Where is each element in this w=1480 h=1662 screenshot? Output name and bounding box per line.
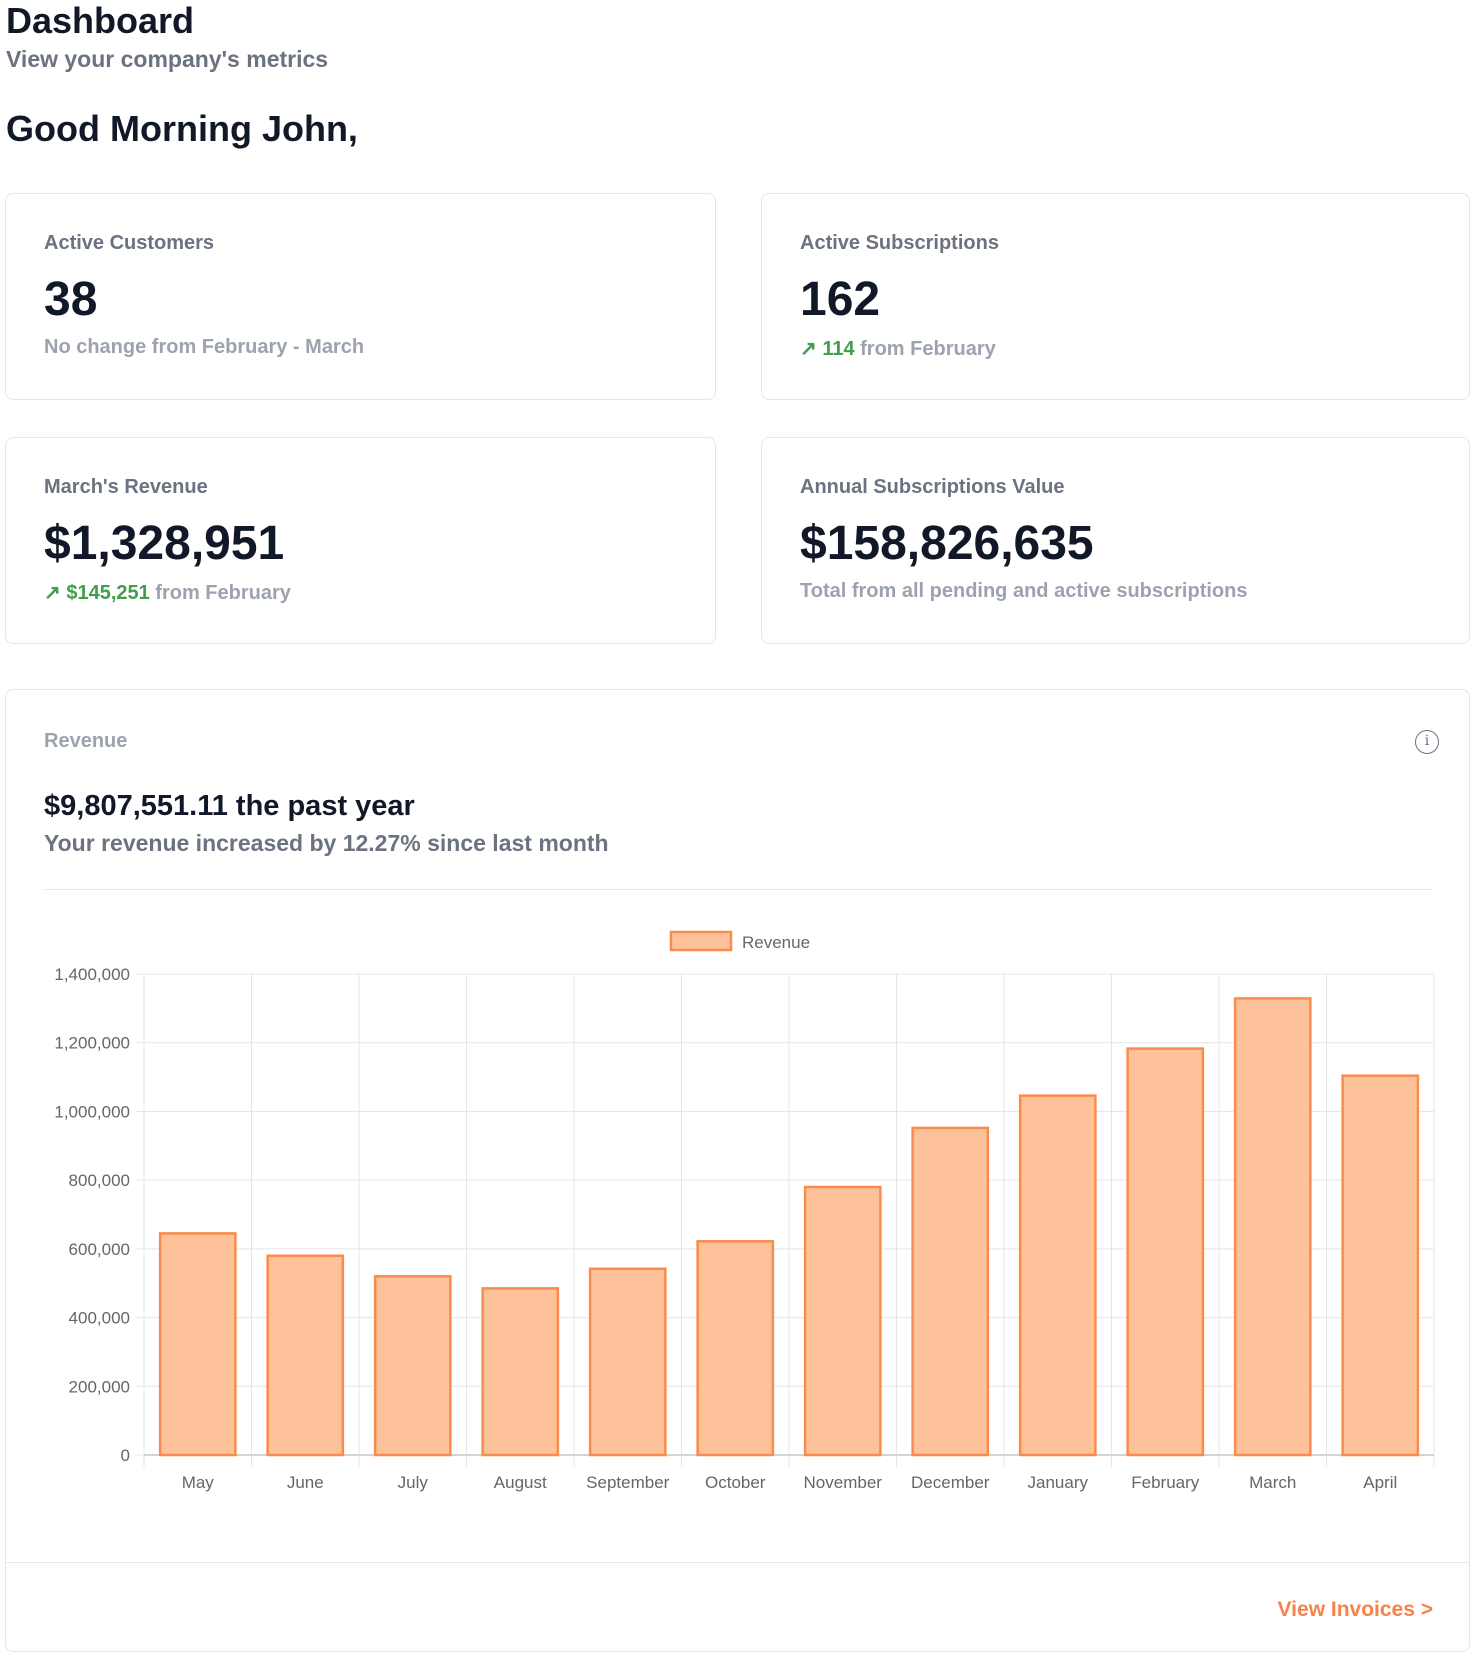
bar-february xyxy=(1126,1047,1205,1457)
trend-up-icon: ↗ xyxy=(44,582,61,604)
x-tick-label: March xyxy=(1249,1473,1296,1492)
greeting: Good Morning John, xyxy=(6,108,358,149)
change-text: Total from all pending and active subscr… xyxy=(800,580,1248,602)
card-label: Active Subscriptions xyxy=(800,232,999,254)
x-tick-label: May xyxy=(182,1473,215,1492)
change-text: from February xyxy=(854,338,996,360)
revenue-chart: 0 200,000 400,000 600,000 800,000 1,000,000 1,… xyxy=(54,930,1435,1492)
y-tick-label: 1,000,000 xyxy=(54,1102,130,1121)
bar-november xyxy=(803,1185,882,1457)
x-tick-label: June xyxy=(287,1473,324,1492)
y-tick-label: 0 xyxy=(121,1446,130,1465)
card-change: Total from all pending and active subscr… xyxy=(800,580,1247,603)
y-tick-label: 200,000 xyxy=(69,1377,130,1396)
bar-january xyxy=(1018,1094,1097,1457)
x-tick-label: February xyxy=(1131,1473,1200,1492)
bar-october xyxy=(696,1240,775,1457)
y-tick-label: 400,000 xyxy=(69,1309,130,1328)
y-tick-label: 800,000 xyxy=(69,1171,130,1190)
x-tick-label: August xyxy=(494,1473,547,1492)
card-value: 162 xyxy=(800,273,881,326)
revenue-label: Revenue xyxy=(44,730,128,752)
page-subtitle: View your company's metrics xyxy=(6,46,329,72)
card-active-subscriptions: Active Subscriptions 162 ↗ 114 from Febr… xyxy=(761,193,1470,400)
card-value: $1,328,951 xyxy=(44,517,285,570)
x-tick-label: November xyxy=(804,1473,883,1492)
y-tick-label: 1,400,000 xyxy=(54,965,130,984)
y-tick-label: 1,200,000 xyxy=(54,1034,130,1053)
info-icon[interactable]: i xyxy=(1415,730,1439,754)
x-tick-label: December xyxy=(911,1473,990,1492)
card-march-revenue: March's Revenue $1,328,951 ↗ $145,251 fr… xyxy=(5,437,716,644)
trend-up-icon: ↗ xyxy=(800,338,817,360)
legend-label: Revenue xyxy=(742,933,810,952)
card-label: Annual Subscriptions Value xyxy=(800,476,1065,498)
x-tick-label: September xyxy=(586,1473,669,1492)
x-tick-label: April xyxy=(1363,1473,1397,1492)
card-value: 38 xyxy=(44,273,98,326)
view-invoices-link[interactable]: View Invoices > xyxy=(1277,1598,1433,1621)
card-active-customers: Active Customers 38 No change from Febru… xyxy=(5,193,716,400)
bar-june xyxy=(266,1254,345,1457)
card-change: ↗ 114 from February xyxy=(800,336,996,361)
revenue-panel: Revenue i $9,807,551.11 the past year Yo… xyxy=(5,689,1470,1652)
card-label: March's Revenue xyxy=(44,476,208,498)
change-amount: $145,251 xyxy=(66,582,150,604)
divider xyxy=(44,889,1433,890)
x-tick-label: October xyxy=(705,1473,766,1492)
change-text: from February xyxy=(149,582,291,604)
y-tick-label: 600,000 xyxy=(69,1240,130,1259)
bar-may xyxy=(158,1232,237,1457)
legend-swatch xyxy=(669,930,733,952)
card-annual-subscriptions-value: Annual Subscriptions Value $158,826,635 … xyxy=(761,437,1470,644)
change-text: No change from February - March xyxy=(44,336,365,358)
card-label: Active Customers xyxy=(44,232,215,254)
footer-divider xyxy=(6,1562,1469,1563)
revenue-increase: Your revenue increased by 12.27% since l… xyxy=(44,830,609,856)
card-change: ↗ $145,251 from February xyxy=(44,580,291,605)
bar-december xyxy=(911,1126,990,1457)
card-value: $158,826,635 xyxy=(800,517,1094,570)
change-amount: 114 xyxy=(822,338,855,360)
bar-april xyxy=(1341,1074,1420,1457)
x-tick-label: January xyxy=(1028,1473,1089,1492)
bar-july xyxy=(373,1275,452,1457)
revenue-total: $9,807,551.11 the past year xyxy=(44,790,415,822)
x-tick-label: July xyxy=(398,1473,429,1492)
card-change: No change from February - March xyxy=(44,336,364,359)
bar-september xyxy=(588,1267,667,1457)
page-title: Dashboard xyxy=(6,0,195,41)
bar-march xyxy=(1233,997,1312,1457)
bar-august xyxy=(481,1287,560,1457)
